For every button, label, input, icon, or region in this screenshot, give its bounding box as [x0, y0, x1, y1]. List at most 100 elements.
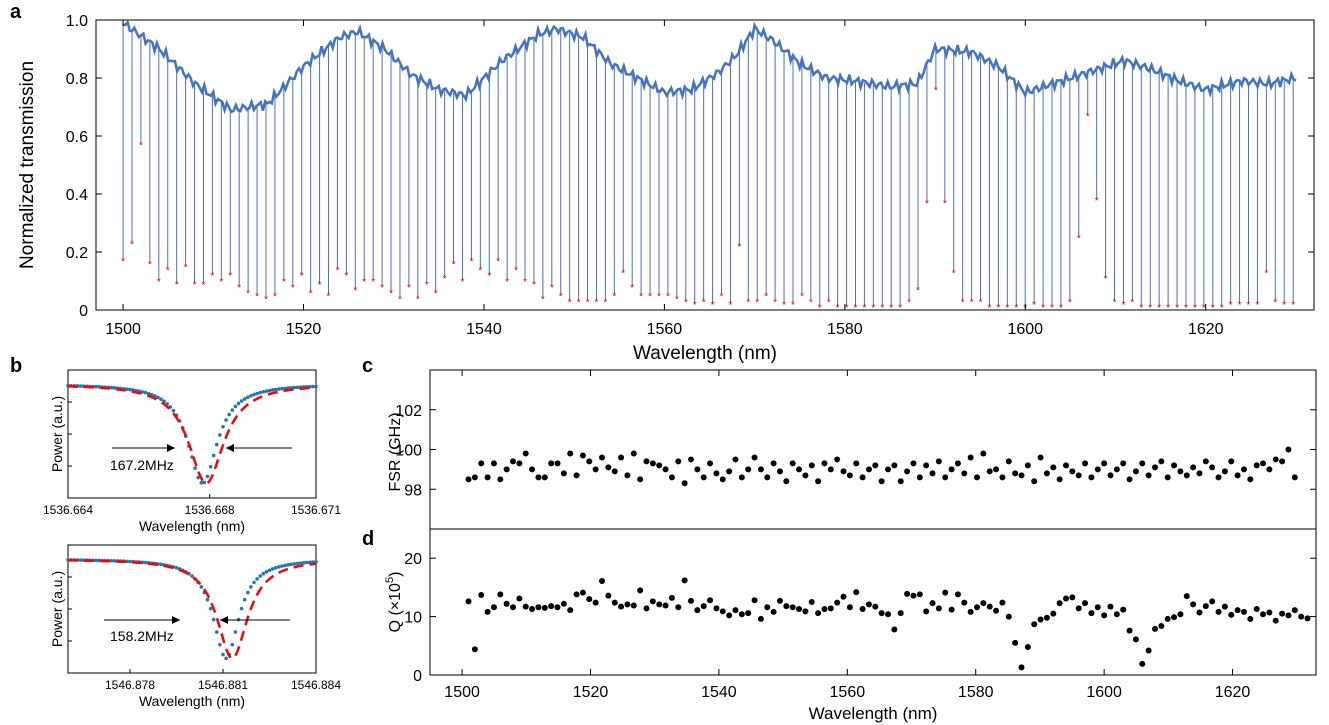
measured-point	[264, 570, 269, 574]
fsr-point	[656, 462, 663, 469]
resonance-minimum-marker: *	[425, 280, 429, 291]
resonance-minimum-marker: *	[505, 277, 509, 288]
resonance-minimum-marker: *	[1086, 112, 1090, 123]
measured-point	[218, 433, 222, 437]
resonance-minimum-marker: *	[246, 289, 250, 300]
resonance-minimum-marker: *	[1193, 303, 1197, 314]
fsr-point	[770, 460, 777, 467]
measured-point	[304, 560, 309, 565]
measured-point	[128, 559, 132, 564]
panel-a-frame	[95, 19, 1315, 311]
measured-point	[224, 418, 228, 422]
fsr-point	[490, 460, 497, 467]
resonance-minimum-marker: *	[1059, 303, 1063, 314]
y-tick-label: 10	[404, 610, 422, 627]
measured-point	[233, 630, 238, 634]
panel-b-bottom-x-ticks: 1546.878 1546.881 1546.884	[68, 576, 341, 692]
fsr-point	[923, 462, 930, 469]
resonance-minimum-marker: *	[603, 297, 607, 308]
q-point	[503, 600, 510, 607]
q-points	[465, 577, 1311, 671]
resonance-minimum-marker: *	[264, 294, 268, 305]
resonance-minimum-marker: *	[541, 294, 545, 305]
resonance-minimum-marker: *	[130, 239, 134, 250]
measured-point	[249, 585, 253, 589]
x-tick-label: 1580	[958, 684, 994, 701]
measured-point	[236, 401, 241, 406]
q-point	[1177, 611, 1184, 618]
resonance-minimum-marker: *	[791, 300, 795, 311]
measured-point	[273, 566, 278, 570]
x-tick-label: 1520	[573, 684, 609, 701]
panel-b-top-linewidth-arrows	[112, 444, 292, 452]
fsr-point	[1107, 472, 1114, 479]
q-point	[1272, 617, 1279, 624]
q-point	[497, 591, 504, 598]
q-point	[1113, 611, 1120, 618]
q-point	[1266, 609, 1273, 616]
fsr-point	[1037, 454, 1044, 461]
resonance-minimum-marker: *	[1104, 274, 1108, 285]
q-point	[751, 597, 758, 604]
resonance-minimum-marker: *	[550, 283, 554, 294]
fsr-point	[885, 466, 892, 473]
measured-point	[112, 386, 117, 390]
panel-b-bottom-x-axis-label: Wavelength (nm)	[139, 693, 245, 709]
measured-point	[246, 395, 250, 400]
resonance-minimum-marker: *	[461, 277, 465, 288]
fsr-point	[783, 478, 790, 485]
resonance-minimum-marker: *	[684, 297, 688, 308]
measured-point	[109, 558, 114, 563]
panel-b-bottom-resonance-chart: 158.2MHz 1546.878 1546.881 1546.884 Wavele…	[49, 544, 341, 709]
x-tick-label: 1536.664	[43, 503, 93, 517]
resonance-minimum-marker: *	[693, 300, 697, 311]
q-point	[605, 592, 612, 599]
fsr-point	[802, 472, 809, 479]
resonance-minimum-marker: *	[666, 292, 670, 303]
resonance-minimum-marker: *	[961, 297, 965, 308]
q-point	[821, 606, 828, 613]
right-arrow-head	[220, 616, 228, 624]
fsr-point	[1228, 458, 1235, 465]
resonance-minimum-marker: *	[1238, 300, 1242, 311]
fsr-point	[865, 466, 872, 473]
fsr-point	[980, 450, 987, 457]
fsr-point	[789, 460, 796, 467]
fsr-point	[1043, 470, 1050, 477]
resonance-minimum-marker: *	[675, 294, 679, 305]
x-tick-label: 1546.881	[198, 678, 248, 692]
measured-point	[246, 590, 250, 595]
resonance-minimum-marker: *	[1068, 297, 1072, 308]
fsr-point	[529, 466, 536, 473]
panel-label-d: d	[362, 528, 374, 550]
measured-point	[249, 393, 253, 398]
resonance-minimum-marker: *	[711, 300, 715, 311]
measured-point	[295, 561, 300, 566]
q-point	[865, 601, 872, 608]
q-point	[1101, 612, 1108, 619]
measured-point	[190, 574, 194, 578]
q-point	[560, 600, 567, 607]
resonance-minimum-marker: *	[523, 277, 527, 288]
q-point	[757, 615, 764, 622]
fsr-point	[624, 472, 631, 479]
resonance-minimum-marker: *	[228, 271, 232, 282]
resonance-minimum-marker: *	[800, 292, 804, 303]
measured-point	[211, 617, 216, 622]
fsr-point	[681, 480, 688, 487]
fsr-point	[840, 468, 847, 475]
q-point	[834, 599, 841, 606]
resonance-minimum-marker: *	[1255, 300, 1259, 311]
resonance-minimum-marker: *	[1005, 303, 1009, 314]
transmission-envelope-line	[123, 19, 1297, 115]
resonance-minimum-marker: *	[237, 283, 241, 294]
measured-point	[227, 412, 231, 417]
fsr-point	[827, 466, 834, 473]
resonance-minimum-marker: *	[988, 303, 992, 314]
fsr-point	[1240, 466, 1247, 473]
resonance-minimum-marker: *	[898, 303, 902, 314]
q-point	[535, 604, 542, 611]
q-point	[1107, 603, 1114, 610]
panel-label-c: c	[362, 355, 373, 377]
measured-point	[94, 384, 98, 389]
